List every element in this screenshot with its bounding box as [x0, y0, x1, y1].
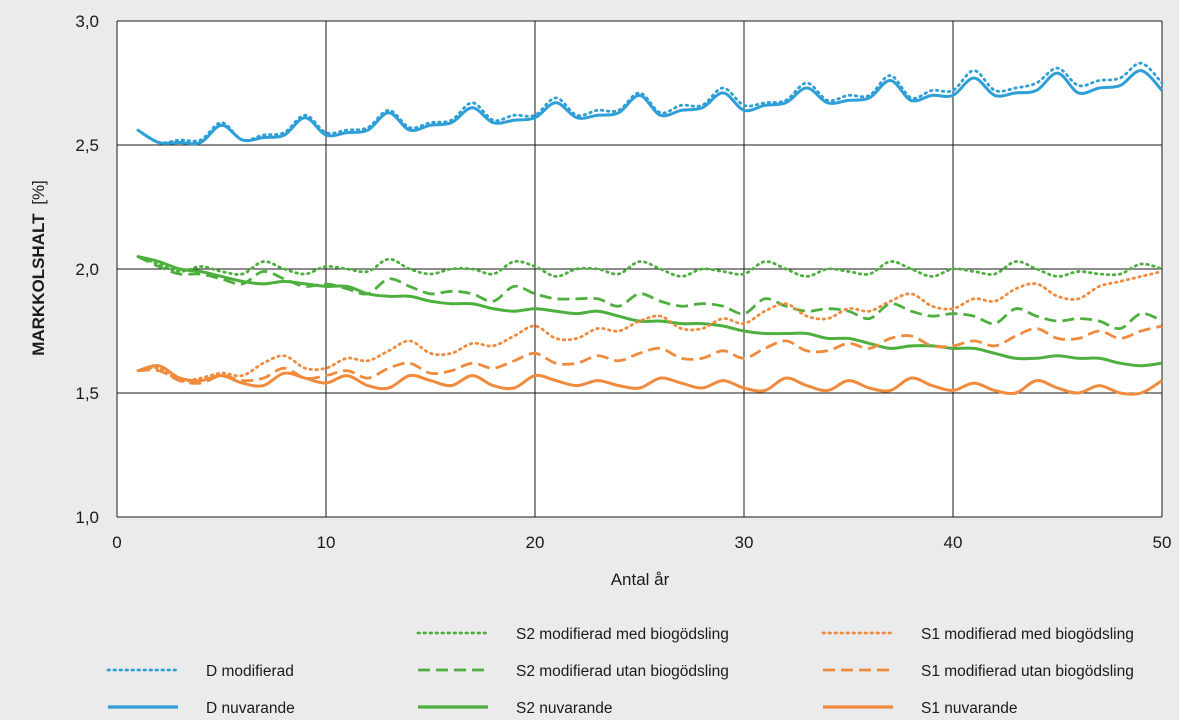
x-tick-label: 50	[1153, 533, 1172, 552]
legend-item-s2-modifierad-utan-biogodsling: S2 modifierad utan biogödsling	[418, 663, 729, 680]
x-tick-label: 10	[317, 533, 336, 552]
legend-item-d-modifierad: D modifierad	[106, 663, 294, 680]
x-tick-label: 40	[944, 533, 963, 552]
series-line-s2-modifierad-med-biogodsling	[136, 255, 1164, 278]
y-axis-title-main: MARKKOLSHALT	[29, 213, 48, 356]
tick-labels: 0 10 20 30 40 50 1,0 1,5 2,0 2,5 3,0	[75, 12, 1171, 552]
legend-label: S2 modifierad utan biogödsling	[516, 663, 729, 680]
series-line-s1-nuvarande	[137, 364, 1163, 396]
y-tick-label: 1,0	[75, 508, 99, 527]
legend: S2 modifierad med biogödsling S1 modifier…	[106, 626, 1134, 717]
legend-item-d-nuvarande: D nuvarande	[108, 700, 295, 717]
series-line-s2-nuvarande	[137, 255, 1163, 368]
legend-item-s2-nuvarande: S2 nuvarande	[418, 700, 613, 717]
legend-label: S1 modifierad utan biogödsling	[921, 663, 1134, 680]
series-line-s1-modifierad-med-biogodsling	[136, 270, 1164, 383]
legend-label: S1 nuvarande	[921, 700, 1018, 717]
x-tick-label: 0	[112, 533, 121, 552]
y-tick-label: 2,5	[75, 136, 99, 155]
legend-item-s2-modifierad-med-biogodsling: S2 modifierad med biogödsling	[416, 626, 729, 643]
x-tick-label: 30	[735, 533, 754, 552]
y-tick-label: 1,5	[75, 384, 99, 403]
series-line-d-modifierad	[136, 61, 1164, 145]
legend-item-s1-modifierad-utan-biogodsling: S1 modifierad utan biogödsling	[823, 663, 1134, 680]
y-axis-title-unit: [%]	[29, 180, 48, 205]
legend-label: S2 modifierad med biogödsling	[516, 626, 729, 643]
y-tick-label: 2,0	[75, 260, 99, 279]
series-line-s1-modifierad-utan-biogodsling	[137, 324, 1163, 385]
legend-label: D nuvarande	[206, 700, 295, 717]
grid-lines	[116, 20, 1163, 518]
x-axis-title: Antal år	[611, 570, 670, 589]
legend-label: S2 nuvarande	[516, 700, 613, 717]
legend-label: D modifierad	[206, 663, 294, 680]
series-line-s2-modifierad-utan-biogodsling	[137, 255, 1163, 331]
legend-item-s1-modifierad-med-biogodsling: S1 modifierad med biogödsling	[821, 626, 1134, 643]
y-tick-label: 3,0	[75, 12, 99, 31]
legend-item-s1-nuvarande: S1 nuvarande	[823, 700, 1018, 717]
legend-label: S1 modifierad med biogödsling	[921, 626, 1134, 643]
y-axis-title: MARKKOLSHALT [%]	[29, 180, 48, 356]
series-lines	[136, 61, 1164, 396]
x-tick-label: 20	[526, 533, 545, 552]
